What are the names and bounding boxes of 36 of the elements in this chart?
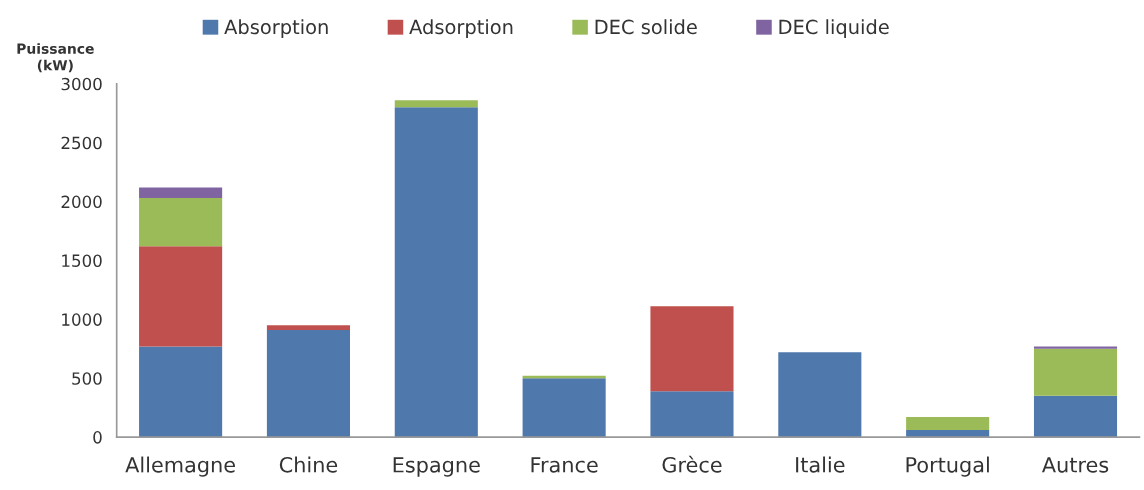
bar	[139, 187, 223, 199]
bar	[1033, 348, 1118, 396]
y-axis-title: Puissance (kW)	[17, 43, 94, 73]
legend-label: DEC solide	[595, 19, 697, 35]
x-tick-label: Autres	[1041, 457, 1109, 473]
x-tick-label: Grèce	[662, 455, 722, 473]
y-tick-label: 2500	[61, 136, 102, 150]
bar	[139, 198, 223, 247]
bar	[394, 100, 478, 108]
bar	[266, 325, 350, 330]
bar	[906, 417, 990, 431]
y-tick-label: 0	[93, 431, 102, 444]
x-tick-label: Italie	[796, 456, 845, 473]
bar	[139, 246, 223, 347]
legend-label: Absorption	[224, 19, 328, 39]
bar	[650, 306, 734, 392]
legend-label: Adsorption	[409, 19, 513, 39]
bar	[1033, 346, 1118, 349]
bar	[139, 346, 223, 438]
bar	[778, 352, 862, 438]
bar	[394, 107, 478, 438]
bar	[522, 378, 606, 438]
x-tick-label: Chine	[279, 456, 338, 473]
y-tick-label: 3000	[61, 77, 102, 91]
bar	[266, 329, 350, 438]
x-tick-label: Portugal	[906, 456, 989, 477]
x-tick-label: France	[531, 457, 598, 473]
legend-label: DEC liquide	[779, 19, 889, 39]
y-tick-label: 1000	[62, 313, 102, 326]
y-tick-label: 2000	[61, 195, 102, 209]
y-tick-label: 1500	[62, 254, 102, 267]
x-tick-label: Allemagne	[125, 456, 235, 477]
x-tick-label: Espagne	[393, 457, 480, 477]
y-tick-label: 500	[72, 372, 102, 385]
bar	[650, 391, 734, 438]
bar	[1033, 395, 1118, 438]
